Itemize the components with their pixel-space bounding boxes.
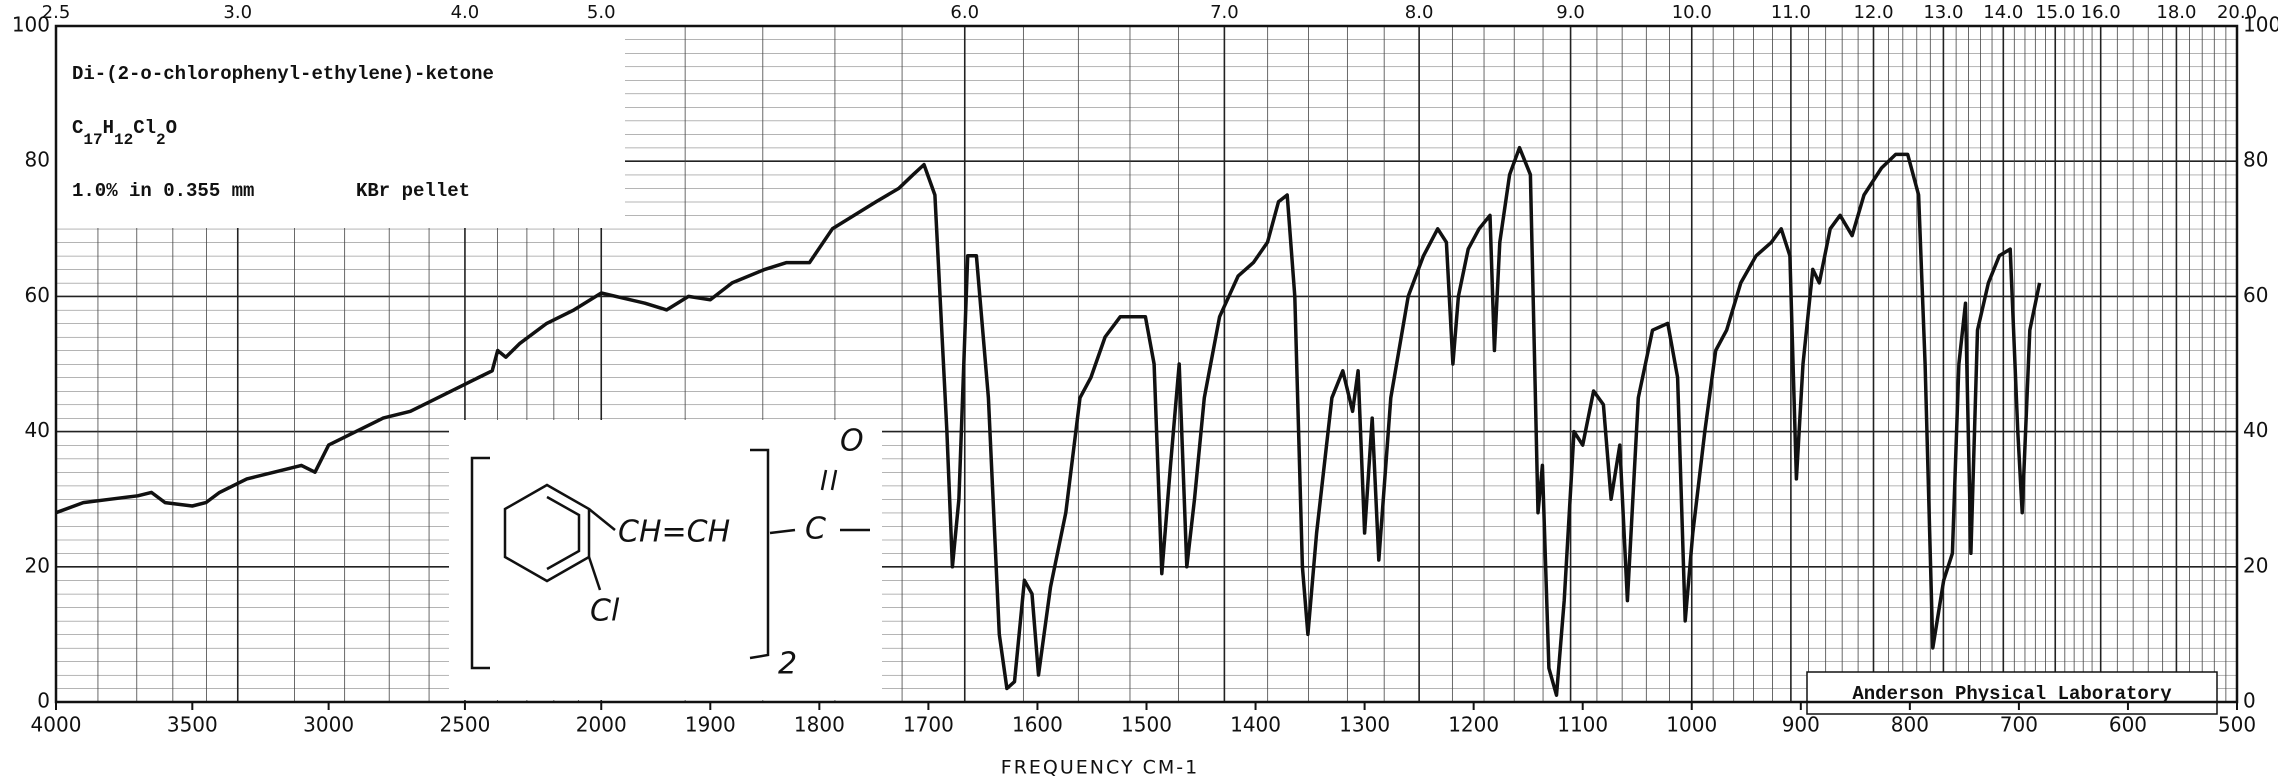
structure-box [449,420,882,700]
x2-tick-label: 6.0 [950,2,979,23]
x2-tick-label: 2.5 [42,2,71,23]
x2-tick-label: 4.0 [451,2,480,23]
x2-tick-label: 5.0 [587,2,616,23]
x-tick-label: 1100 [1557,713,1608,737]
formula-part: 12 [114,131,133,149]
x-tick-label: 1000 [1666,713,1717,737]
formula-part: Cl [133,117,156,139]
formula: C17H12Cl2O [72,117,177,149]
formula-part: 2 [156,131,166,149]
x-tick-label: 1900 [685,713,736,737]
x2-tick-label: 14.0 [1983,2,2023,23]
x-tick-label: 800 [1891,713,1929,737]
x-tick-label: 4000 [31,713,82,737]
formula-part: C [72,117,83,139]
structure-label: O [840,424,864,459]
compound-name: Di-(2-o-chlorophenyl-ethylene)-ketone [72,63,494,85]
x2-tick-label: 16.0 [2081,2,2121,23]
bond [588,508,616,531]
x2-tick-label: 13.0 [1923,2,1963,23]
structure-label: Cl [590,594,620,629]
x2-tick-label: 9.0 [1556,2,1585,23]
x2-tick-label: 18.0 [2156,2,2196,23]
bracket [470,456,490,670]
x2-tick-label: 10.0 [1672,2,1712,23]
y2-tick-label: 60 [2243,283,2268,307]
structure-label: C [805,512,826,547]
x-tick-label: 1500 [1121,713,1172,737]
x2-tick-label: 7.0 [1210,2,1239,23]
sample-info: 1.0% in 0.355 mm [72,180,254,202]
x-tick-label: 2000 [576,713,627,737]
y-tick-label: 20 [25,553,50,577]
y-tick-label: 60 [25,283,50,307]
x-tick-label: 600 [2109,713,2147,737]
x-tick-label: 1800 [794,713,845,737]
y-tick-label: 100 [12,13,50,37]
lab-box [1806,671,2218,715]
x2-tick-label: 11.0 [1771,2,1811,23]
lab-name: Anderson Physical Laboratory [1852,683,2172,705]
x-tick-label: 900 [1782,713,1820,737]
structure-label: 2 [778,647,797,682]
spectrum-line [55,145,2042,697]
plot [55,145,2042,697]
x-tick-label: 500 [2218,713,2256,737]
y2-tick-label: 80 [2243,148,2268,172]
info-box [56,26,625,228]
y2-tick-label: 100 [2243,13,2278,37]
formula-part: 17 [83,131,102,149]
x-tick-label: 3000 [303,713,354,737]
bond [769,528,796,535]
x-tick-label: 1300 [1339,713,1390,737]
x-tick-label: 1200 [1448,713,1499,737]
x-tick-label: 1400 [1230,713,1281,737]
x-tick-label: 2500 [439,713,490,737]
x2-tick-label: 15.0 [2035,2,2075,23]
matrix: KBr pellet [356,180,470,202]
ring-bond [546,495,581,571]
double-bond [830,469,838,491]
x-tick-label: 1700 [903,713,954,737]
y2-tick-label: 0 [2243,689,2256,713]
x-tick-label: 1600 [1012,713,1063,737]
formula-part: O [166,117,177,139]
x2-tick-label: 12.0 [1853,2,1893,23]
structure-label: CH=CH [618,515,730,550]
y-tick-label: 80 [25,148,50,172]
y2-tick-label: 20 [2243,553,2268,577]
x2-tick-label: 20.0 [2217,2,2257,23]
x-tick-label: 3500 [167,713,218,737]
y-tick-label: 0 [37,689,50,713]
x2-tick-label: 3.0 [223,2,252,23]
y-tick-label: 40 [25,418,50,442]
x-axis-label: FREQUENCY CM-1 [1001,757,1199,779]
x-tick-label: 700 [2000,713,2038,737]
structure [470,448,870,670]
y2-tick-label: 40 [2243,418,2268,442]
bracket [749,448,770,660]
x2-tick-label: 8.0 [1405,2,1434,23]
formula-part: H [103,117,114,139]
bond [587,556,602,591]
double-bond [820,469,828,491]
